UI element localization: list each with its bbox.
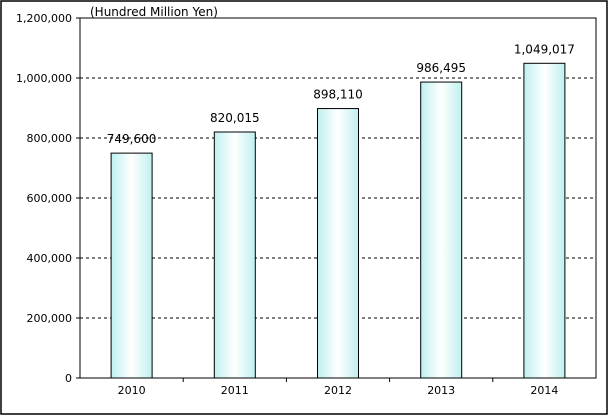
y-tick-label: 200,000 — [27, 312, 73, 325]
y-tick-label: 400,000 — [27, 252, 73, 265]
data-label-2013: 986,495 — [416, 61, 466, 75]
x-tick-label: 2013 — [427, 384, 455, 397]
data-label-2011: 820,015 — [210, 111, 260, 125]
bar-2014 — [523, 62, 566, 379]
data-label-2014: 1,049,017 — [514, 42, 575, 56]
x-axis: 2010 2011 2012 2013 2014 — [118, 378, 558, 397]
x-tick-label: 2010 — [118, 384, 146, 397]
data-label-2010: 749,600 — [107, 132, 157, 146]
y-tick-label: 0 — [65, 372, 72, 385]
unit-label: (Hundred Million Yen) — [90, 5, 218, 19]
bar-2013 — [420, 81, 463, 379]
y-tick-label: 800,000 — [27, 132, 73, 145]
y-axis: 0 200,000 400,000 600,000 800,000 1,000,000 1,… — [16, 12, 80, 385]
bar-2011 — [213, 131, 256, 379]
data-label-2012: 898,110 — [313, 88, 363, 102]
y-tick-label: 1,200,000 — [16, 12, 72, 25]
x-tick-label: 2012 — [324, 384, 352, 397]
x-tick-label: 2014 — [530, 384, 558, 397]
y-tick-label: 600,000 — [27, 192, 73, 205]
y-tick-label: 1,000,000 — [16, 72, 72, 85]
bars: 749,600 820,015 898,110 986,495 1,049,017 — [107, 42, 575, 379]
bar-2012 — [317, 108, 359, 379]
bar-2010 — [110, 152, 153, 379]
x-tick-label: 2011 — [221, 384, 249, 397]
